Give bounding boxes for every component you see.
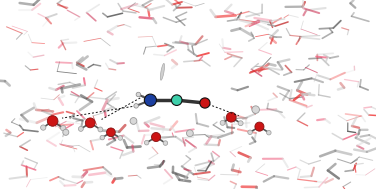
Circle shape bbox=[41, 125, 46, 130]
Circle shape bbox=[152, 132, 161, 142]
Circle shape bbox=[200, 98, 210, 108]
Circle shape bbox=[98, 127, 103, 132]
Circle shape bbox=[238, 121, 243, 126]
Circle shape bbox=[63, 129, 69, 135]
Circle shape bbox=[134, 104, 138, 108]
Circle shape bbox=[255, 122, 264, 131]
Circle shape bbox=[78, 126, 83, 131]
Circle shape bbox=[248, 130, 252, 135]
Circle shape bbox=[267, 130, 271, 135]
Circle shape bbox=[106, 128, 115, 137]
Ellipse shape bbox=[160, 64, 165, 80]
Circle shape bbox=[252, 106, 259, 113]
Circle shape bbox=[226, 112, 236, 122]
Circle shape bbox=[144, 94, 156, 106]
Circle shape bbox=[136, 92, 141, 97]
Circle shape bbox=[85, 118, 95, 128]
Circle shape bbox=[220, 120, 225, 125]
Circle shape bbox=[47, 116, 58, 126]
Circle shape bbox=[171, 95, 182, 105]
Circle shape bbox=[118, 136, 123, 140]
Circle shape bbox=[144, 140, 149, 145]
Circle shape bbox=[100, 135, 105, 140]
Circle shape bbox=[163, 141, 168, 145]
Circle shape bbox=[130, 118, 137, 124]
Circle shape bbox=[186, 130, 193, 137]
Circle shape bbox=[61, 125, 66, 131]
